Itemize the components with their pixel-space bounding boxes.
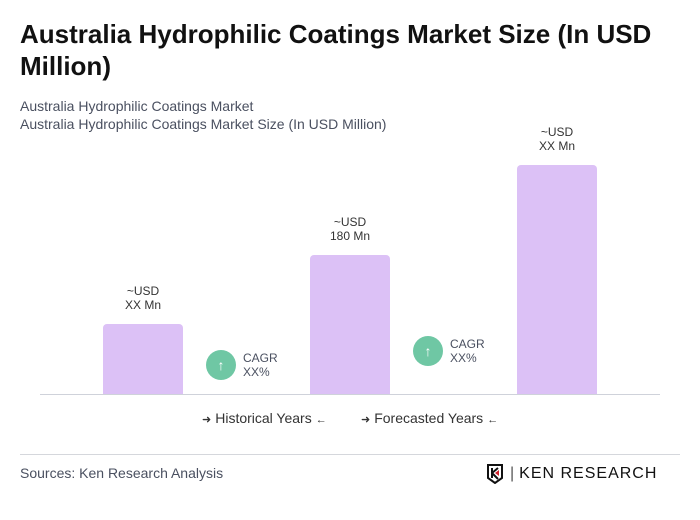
cagr-value: XX%: [243, 365, 270, 379]
arrow-left-icon: ←: [315, 414, 327, 426]
ken-research-logo: | KEN RESEARCH: [486, 464, 657, 484]
source-text: Sources: Ken Research Analysis: [20, 465, 224, 481]
legend-forecasted: ➜ Forecasted Years ←: [357, 410, 502, 426]
legend-historical: ➜ Historical Years ←: [198, 410, 331, 426]
x-axis-line: [40, 394, 660, 395]
ken-logo-icon: [487, 464, 503, 484]
bar-data-label: ~USD XX Mn: [538, 124, 575, 153]
bar-1: [103, 324, 183, 394]
arrow-up-icon: ↑: [206, 350, 236, 380]
arrow-right-icon: ➜: [361, 414, 371, 426]
bar-data-label: ~USD 180 Mn: [329, 214, 371, 243]
bar-2: [310, 254, 390, 394]
cagr-badge-2: ↑ CAGR XX%: [413, 336, 485, 366]
bar-data-label: ~USD XX Mn: [124, 284, 161, 313]
arrow-left-icon: ←: [487, 414, 499, 426]
legend-label: Historical Years: [215, 410, 312, 426]
bar-3: [517, 164, 597, 394]
cagr-label: CAGR: [243, 351, 278, 365]
arrow-up-icon: ↑: [413, 336, 443, 366]
chart-subtitle-2: Australia Hydrophilic Coatings Market Si…: [20, 116, 387, 132]
cagr-badge-1: ↑ CAGR XX%: [206, 350, 278, 380]
legend-label: Forecasted Years: [374, 410, 484, 426]
chart-subtitle: Australia Hydrophilic Coatings Market: [20, 98, 254, 114]
cagr-label: CAGR: [450, 337, 485, 351]
arrow-right-icon: ➜: [202, 414, 212, 426]
chart-title: Australia Hydrophilic Coatings Market Si…: [20, 19, 652, 81]
footer-divider: [20, 454, 680, 455]
logo-text: KEN RESEARCH: [519, 465, 658, 482]
cagr-value: XX%: [450, 351, 477, 365]
